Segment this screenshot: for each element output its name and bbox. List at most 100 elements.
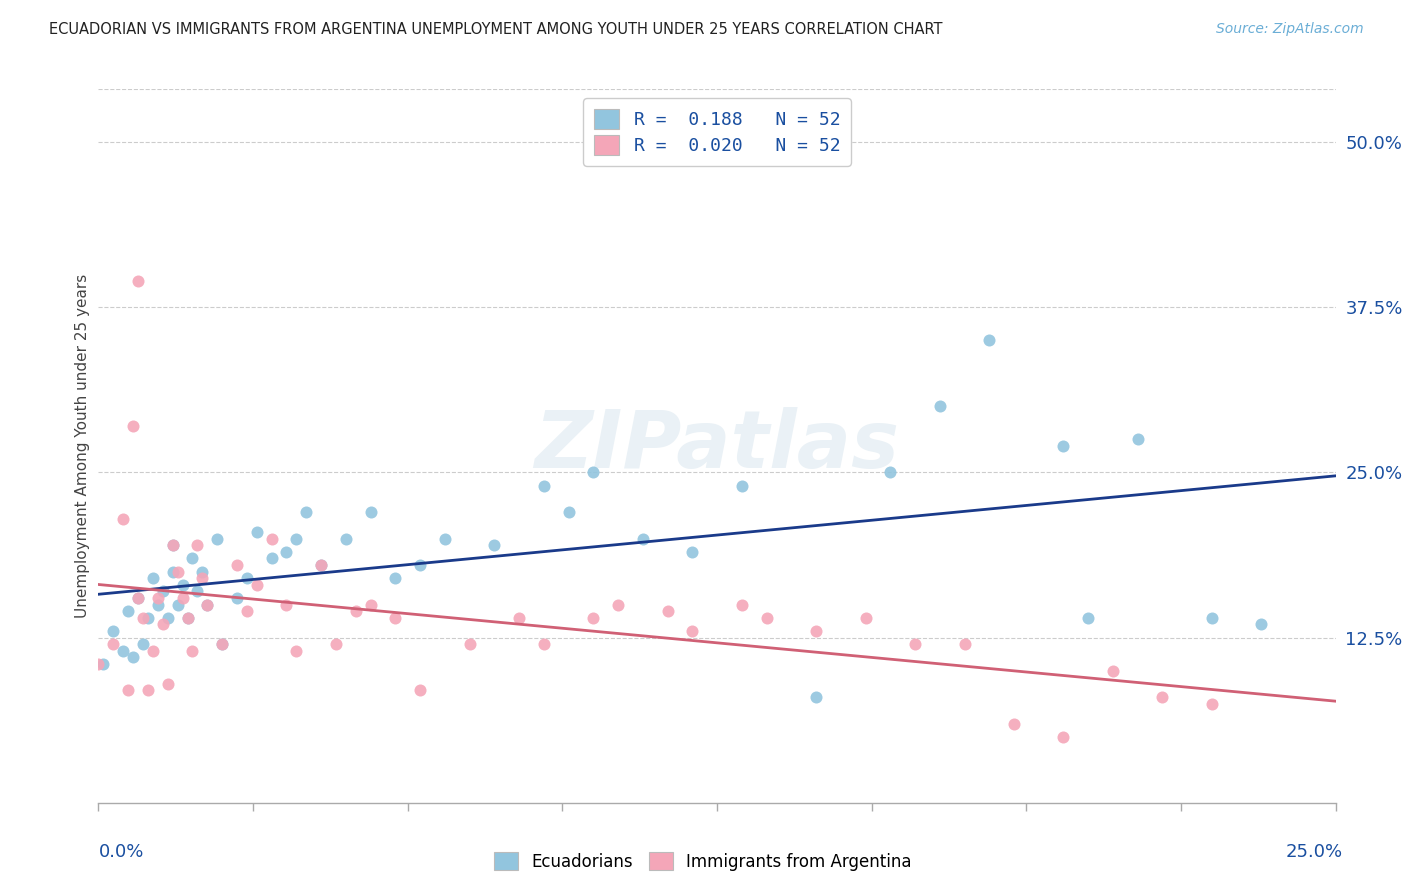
Point — [508, 611, 530, 625]
Point — [87, 657, 110, 671]
Point — [162, 565, 184, 579]
Point — [409, 558, 432, 572]
Point — [879, 466, 901, 480]
Point — [1152, 690, 1174, 704]
Point — [384, 571, 406, 585]
Point — [1201, 697, 1223, 711]
Point — [582, 611, 605, 625]
Point — [127, 274, 149, 288]
Point — [172, 578, 194, 592]
Point — [657, 604, 679, 618]
Point — [533, 478, 555, 492]
Point — [433, 532, 456, 546]
Point — [360, 505, 382, 519]
Point — [127, 591, 149, 605]
Point — [132, 611, 155, 625]
Point — [146, 598, 169, 612]
Point — [1201, 611, 1223, 625]
Point — [285, 644, 308, 658]
Point — [142, 644, 165, 658]
Point — [142, 571, 165, 585]
Point — [136, 611, 159, 625]
Point — [409, 683, 432, 698]
Point — [1250, 617, 1272, 632]
Text: ZIPatlas: ZIPatlas — [534, 407, 900, 485]
Text: 25.0%: 25.0% — [1285, 843, 1343, 861]
Point — [681, 624, 703, 638]
Point — [156, 677, 179, 691]
Point — [132, 637, 155, 651]
Point — [211, 637, 233, 651]
Legend: R =  0.188   N = 52, R =  0.020   N = 52: R = 0.188 N = 52, R = 0.020 N = 52 — [583, 98, 851, 166]
Point — [176, 611, 198, 625]
Point — [112, 511, 135, 525]
Point — [152, 617, 174, 632]
Point — [122, 419, 145, 434]
Point — [979, 333, 1001, 347]
Point — [191, 571, 214, 585]
Point — [117, 604, 139, 618]
Text: ECUADORIAN VS IMMIGRANTS FROM ARGENTINA UNEMPLOYMENT AMONG YOUTH UNDER 25 YEARS : ECUADORIAN VS IMMIGRANTS FROM ARGENTINA … — [49, 22, 942, 37]
Point — [191, 565, 214, 579]
Point — [127, 591, 149, 605]
Point — [309, 558, 332, 572]
Point — [309, 558, 332, 572]
Point — [162, 538, 184, 552]
Point — [335, 532, 357, 546]
Legend: Ecuadorians, Immigrants from Argentina: Ecuadorians, Immigrants from Argentina — [486, 844, 920, 880]
Point — [276, 598, 298, 612]
Point — [1126, 433, 1149, 447]
Point — [226, 591, 249, 605]
Point — [458, 637, 481, 651]
Point — [205, 532, 228, 546]
Point — [172, 591, 194, 605]
Point — [607, 598, 630, 612]
Point — [112, 644, 135, 658]
Point — [953, 637, 976, 651]
Point — [162, 538, 184, 552]
Point — [344, 604, 367, 618]
Point — [533, 637, 555, 651]
Point — [93, 657, 115, 671]
Point — [731, 598, 754, 612]
Point — [146, 591, 169, 605]
Point — [166, 565, 188, 579]
Point — [1002, 716, 1025, 731]
Point — [103, 637, 125, 651]
Point — [195, 598, 218, 612]
Point — [226, 558, 249, 572]
Point — [731, 478, 754, 492]
Point — [152, 584, 174, 599]
Point — [260, 551, 283, 566]
Point — [246, 578, 269, 592]
Point — [804, 624, 827, 638]
Point — [904, 637, 927, 651]
Point — [928, 400, 950, 414]
Point — [295, 505, 318, 519]
Point — [1077, 611, 1099, 625]
Point — [195, 598, 218, 612]
Point — [804, 690, 827, 704]
Point — [246, 524, 269, 539]
Point — [186, 538, 208, 552]
Point — [122, 650, 145, 665]
Point — [156, 611, 179, 625]
Point — [117, 683, 139, 698]
Text: 0.0%: 0.0% — [98, 843, 143, 861]
Point — [103, 624, 125, 638]
Point — [1052, 730, 1074, 744]
Point — [855, 611, 877, 625]
Point — [186, 584, 208, 599]
Point — [181, 644, 204, 658]
Point — [181, 551, 204, 566]
Point — [285, 532, 308, 546]
Point — [236, 604, 259, 618]
Point — [360, 598, 382, 612]
Point — [631, 532, 654, 546]
Point — [166, 598, 188, 612]
Point — [325, 637, 347, 651]
Point — [1102, 664, 1125, 678]
Y-axis label: Unemployment Among Youth under 25 years: Unemployment Among Youth under 25 years — [75, 274, 90, 618]
Point — [276, 545, 298, 559]
Point — [260, 532, 283, 546]
